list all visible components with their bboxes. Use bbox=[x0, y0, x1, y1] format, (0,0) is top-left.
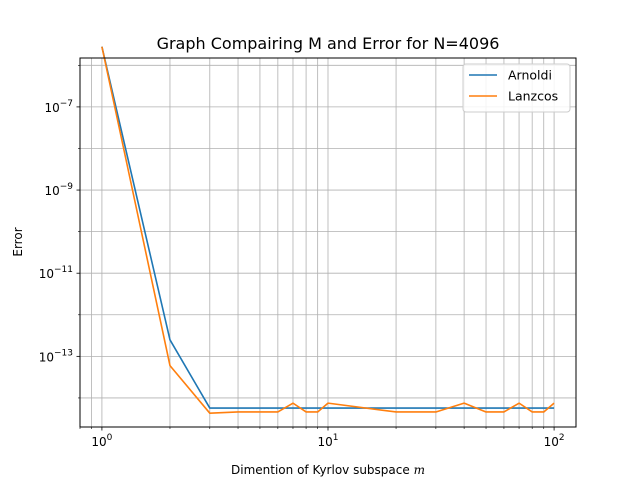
y-axis-label: Error bbox=[11, 227, 25, 256]
axis-ticks: 100 101 102 10−7 10−9 10−11 10−13 bbox=[39, 65, 565, 449]
legend-label-arnoldi: Arnoldi bbox=[508, 68, 552, 83]
series-lines bbox=[101, 46, 555, 414]
legend-label-lanzcos: Lanzcos bbox=[508, 89, 558, 104]
y-tick-label: 10−11 bbox=[39, 265, 73, 281]
x-axis-label-math: m bbox=[414, 463, 425, 477]
y-tick-label: 10−7 bbox=[44, 99, 73, 115]
y-tick-label: 10−9 bbox=[44, 182, 73, 198]
x-axis-label: Dimention of Kyrlov subspace m bbox=[231, 463, 425, 477]
legend-box bbox=[462, 63, 571, 113]
x-tick-label: 100 bbox=[91, 433, 112, 449]
series-line-arnoldi bbox=[101, 46, 555, 409]
x-tick-label: 101 bbox=[317, 433, 338, 449]
y-tick-label: 10−13 bbox=[39, 348, 73, 364]
legend: Arnoldi Lanzcos bbox=[462, 63, 571, 113]
x-tick-label: 102 bbox=[544, 433, 565, 449]
chart-title: Graph Compairing M and Error for N=4096 bbox=[157, 34, 500, 53]
grid bbox=[79, 58, 576, 427]
series-line-lanzcos bbox=[101, 46, 555, 414]
